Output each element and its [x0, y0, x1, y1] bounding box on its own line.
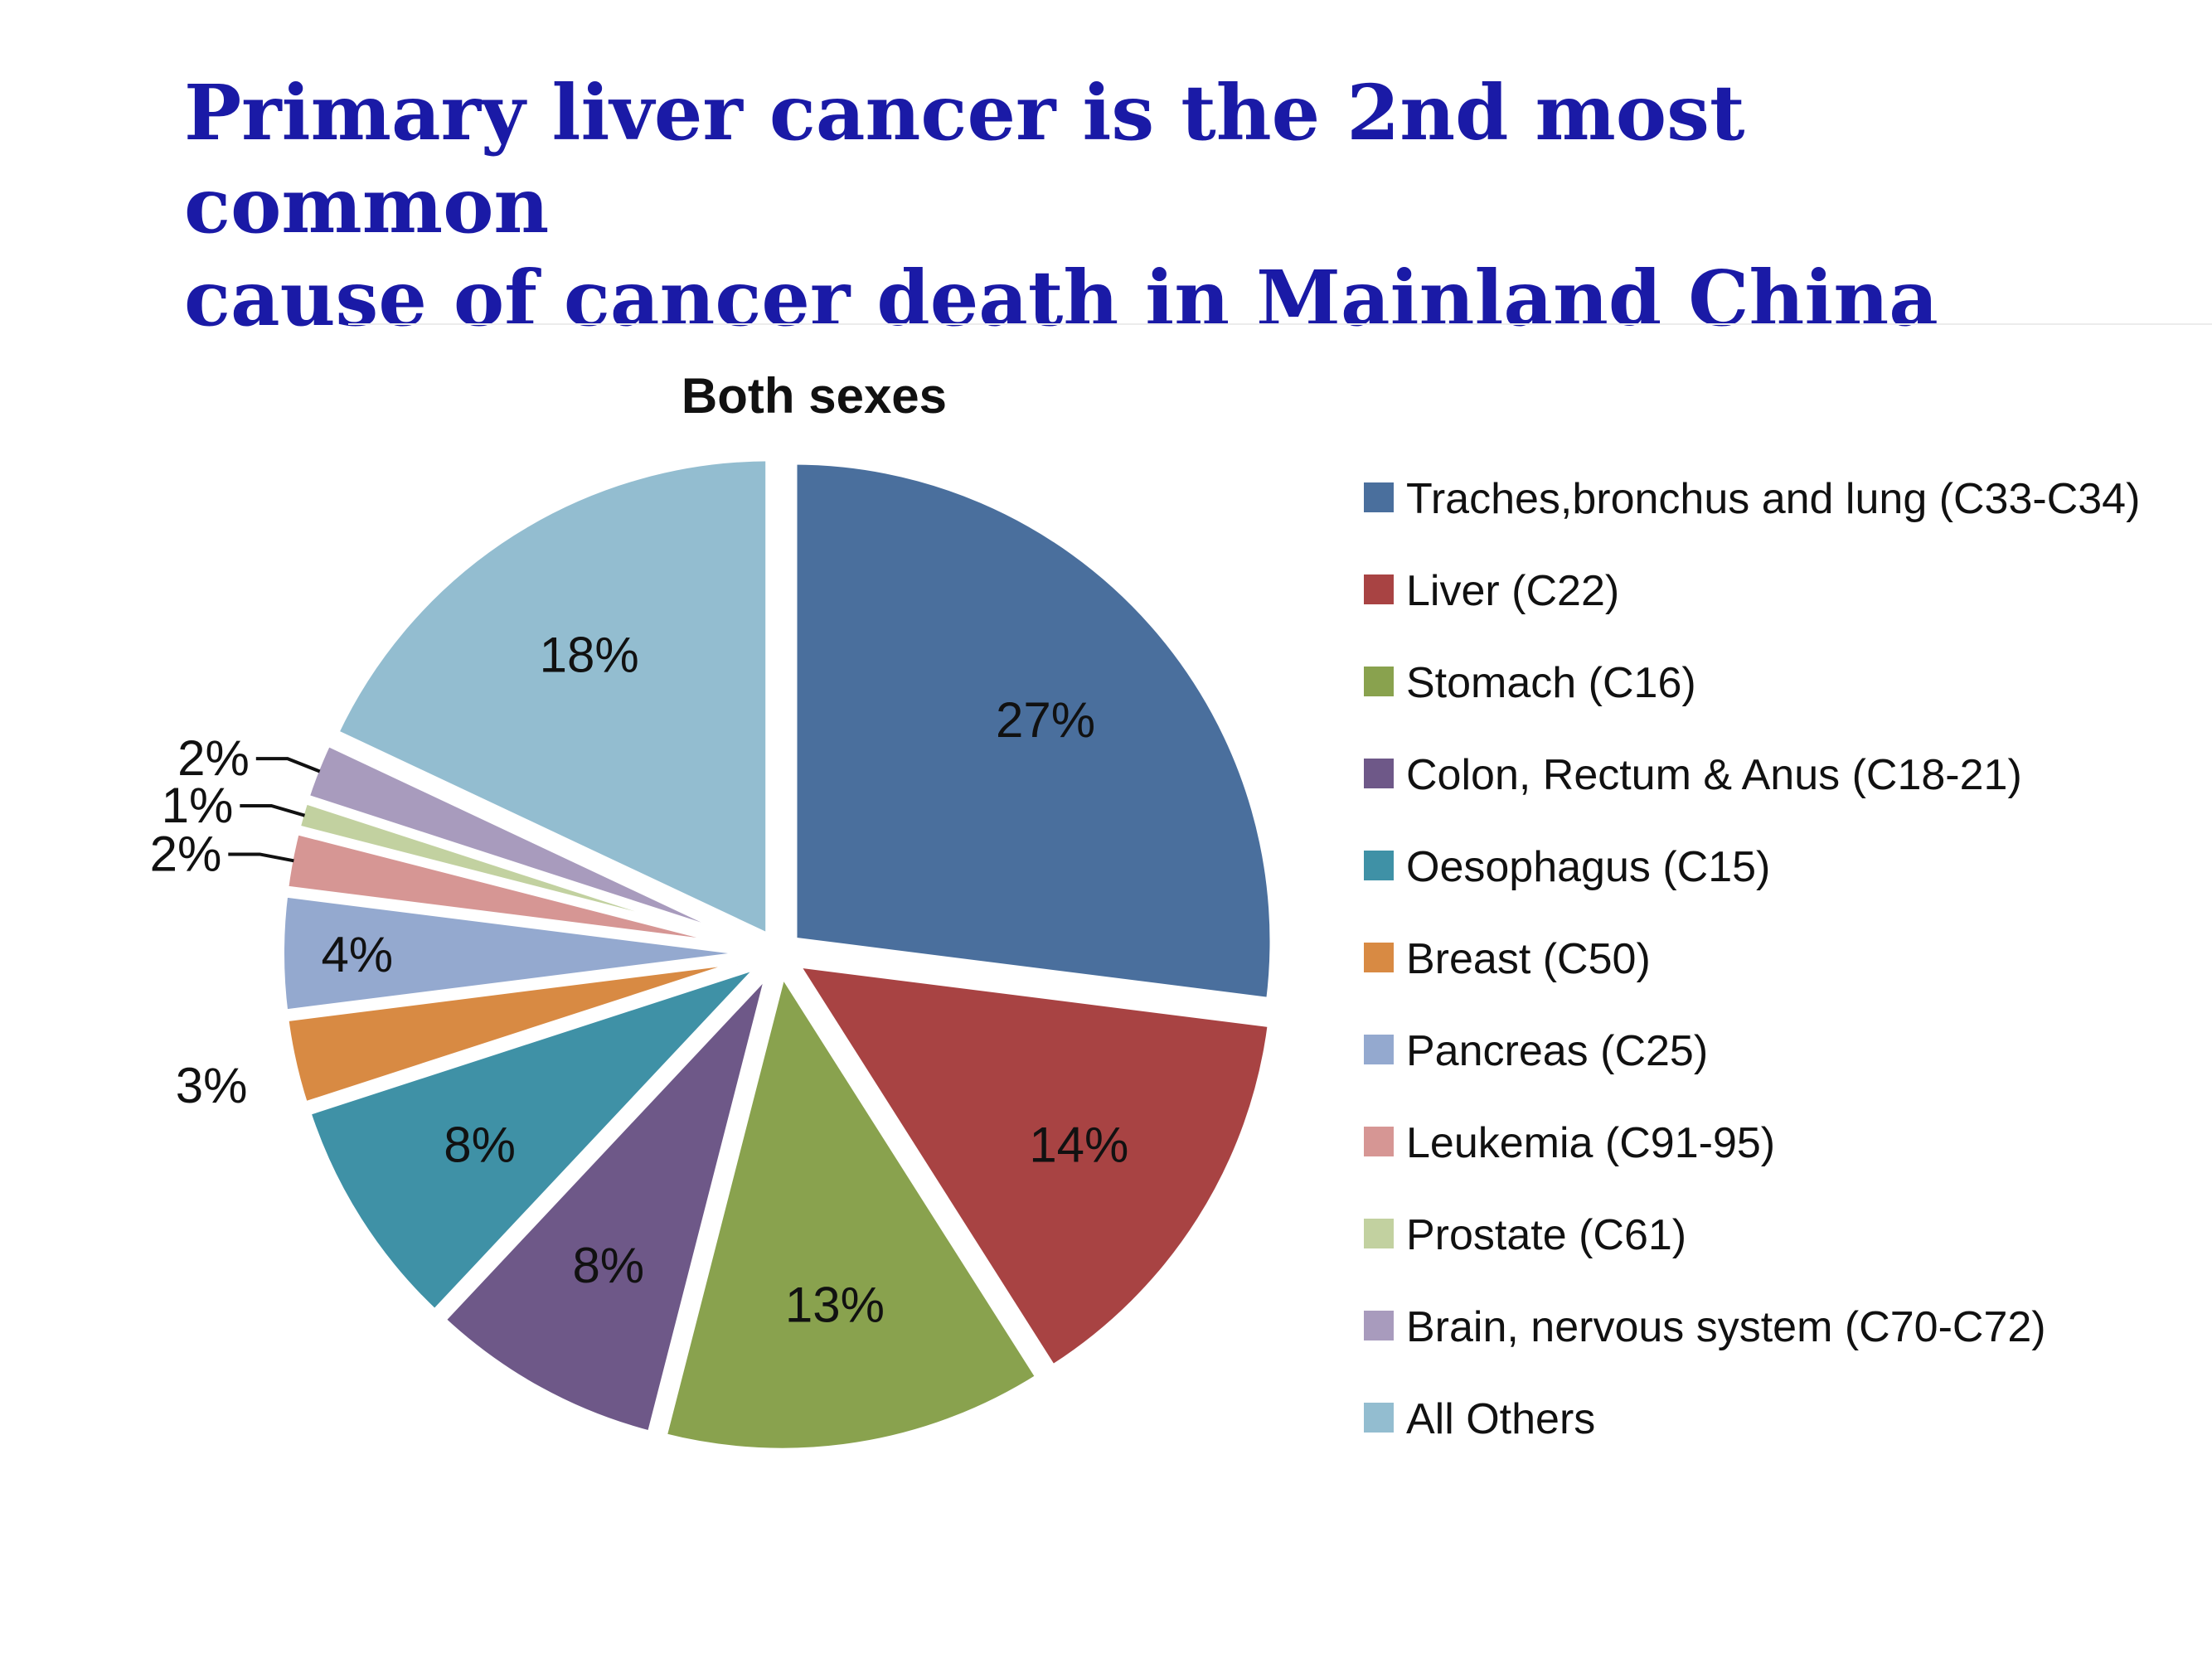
legend-item-colon-rectum-anus: Colon, Rectum & Anus (C18-21) — [1364, 751, 2022, 799]
legend-item-liver: Liver (C22) — [1364, 567, 1619, 615]
data-label-leukemia: 2% — [150, 826, 222, 881]
legend-swatch-traches-bronchus-and-lung — [1364, 482, 1394, 512]
legend-swatch-prostate — [1364, 1219, 1394, 1248]
legend-item-breast: Breast (C50) — [1364, 935, 1651, 983]
legend-swatch-liver — [1364, 574, 1394, 604]
legend-swatch-leukemia — [1364, 1127, 1394, 1156]
legend-label-oesophagus: Oesophagus (C15) — [1406, 843, 1770, 891]
legend-item-pancreas: Pancreas (C25) — [1364, 1027, 1708, 1075]
data-label-pancreas: 4% — [321, 927, 393, 982]
data-label-liver: 14% — [1029, 1117, 1128, 1172]
legend-swatch-colon-rectum-anus — [1364, 759, 1394, 788]
slide-title-line-1: Primary liver cancer is the 2nd most com… — [184, 68, 1745, 250]
leader-lines — [228, 757, 321, 863]
legend-swatch-oesophagus — [1364, 851, 1394, 880]
data-labels: 27% 14% 13% 8% 8% 3% 4% 2%1%2% 18% — [150, 628, 1129, 1333]
legend-label-liver: Liver (C22) — [1406, 567, 1619, 615]
legend-label-leukemia: Leukemia (C91-95) — [1406, 1119, 1775, 1167]
legend-swatch-breast — [1364, 943, 1394, 972]
data-label-prostate: 1% — [162, 778, 234, 833]
legend-label-traches-bronchus-and-lung: Traches,bronchus and lung (C33-C34) — [1406, 475, 2140, 523]
pie-slice-stomach — [657, 961, 1046, 1457]
legend-label-pancreas: Pancreas (C25) — [1406, 1027, 1708, 1075]
legend-label-brain-nervous-system: Brain, nervous system (C70-C72) — [1406, 1303, 2046, 1351]
legend-item-oesophagus: Oesophagus (C15) — [1364, 843, 1770, 891]
divider-line — [348, 323, 2212, 325]
legend-swatch-pancreas — [1364, 1035, 1394, 1064]
pie-slice-all-others — [328, 453, 774, 945]
data-label-breast: 3% — [176, 1058, 248, 1113]
chart-title: Both sexes — [682, 368, 947, 424]
legend-swatch-brain-nervous-system — [1364, 1311, 1394, 1340]
legend-item-stomach: Stomach (C16) — [1364, 659, 1696, 707]
legend-swatch-stomach — [1364, 667, 1394, 696]
legend-item-prostate: Prostate (C61) — [1364, 1211, 1686, 1259]
legend-item-all-others: All Others — [1364, 1395, 1595, 1443]
slide-title-line-2: cause of cancer death in Mainland China — [184, 254, 1938, 343]
legend-label-stomach: Stomach (C16) — [1406, 659, 1696, 707]
slide-title: Primary liver cancer is the 2nd most com… — [184, 66, 2132, 345]
legend-label-prostate: Prostate (C61) — [1406, 1211, 1686, 1259]
leader-line-brain-nervous-system — [255, 757, 321, 773]
legend-label-all-others: All Others — [1406, 1395, 1595, 1443]
pie-slices — [276, 453, 1278, 1457]
leader-line-prostate — [240, 804, 306, 817]
legend-swatch-all-others — [1364, 1403, 1394, 1433]
pie-slice-colon-rectum-anus — [435, 966, 775, 1441]
pie-slice-traches-bronchus-and-lung — [788, 456, 1278, 1006]
pie-slice-liver — [786, 957, 1277, 1375]
legend-label-breast: Breast (C50) — [1406, 935, 1651, 983]
data-label-brain-nervous-system: 2% — [177, 730, 250, 786]
data-label-all-others: 18% — [540, 628, 639, 683]
data-label-oesophagus: 8% — [444, 1117, 516, 1172]
legend-item-traches-bronchus-and-lung: Traches,bronchus and lung (C33-C34) — [1364, 475, 2140, 523]
legend-item-leukemia: Leukemia (C91-95) — [1364, 1119, 1775, 1167]
data-label-stomach: 13% — [785, 1277, 885, 1333]
legend-item-brain-nervous-system: Brain, nervous system (C70-C72) — [1364, 1303, 2046, 1351]
chart-legend: Traches,bronchus and lung (C33-C34) Liver… — [1364, 475, 2140, 1443]
leader-line-leukemia — [228, 852, 294, 863]
data-label-traches-bronchus-and-lung: 27% — [996, 692, 1095, 748]
data-label-colon-rectum-anus: 8% — [572, 1238, 644, 1293]
pie-slice-oesophagus — [301, 959, 768, 1320]
legend-label-colon-rectum-anus: Colon, Rectum & Anus (C18-21) — [1406, 751, 2022, 799]
